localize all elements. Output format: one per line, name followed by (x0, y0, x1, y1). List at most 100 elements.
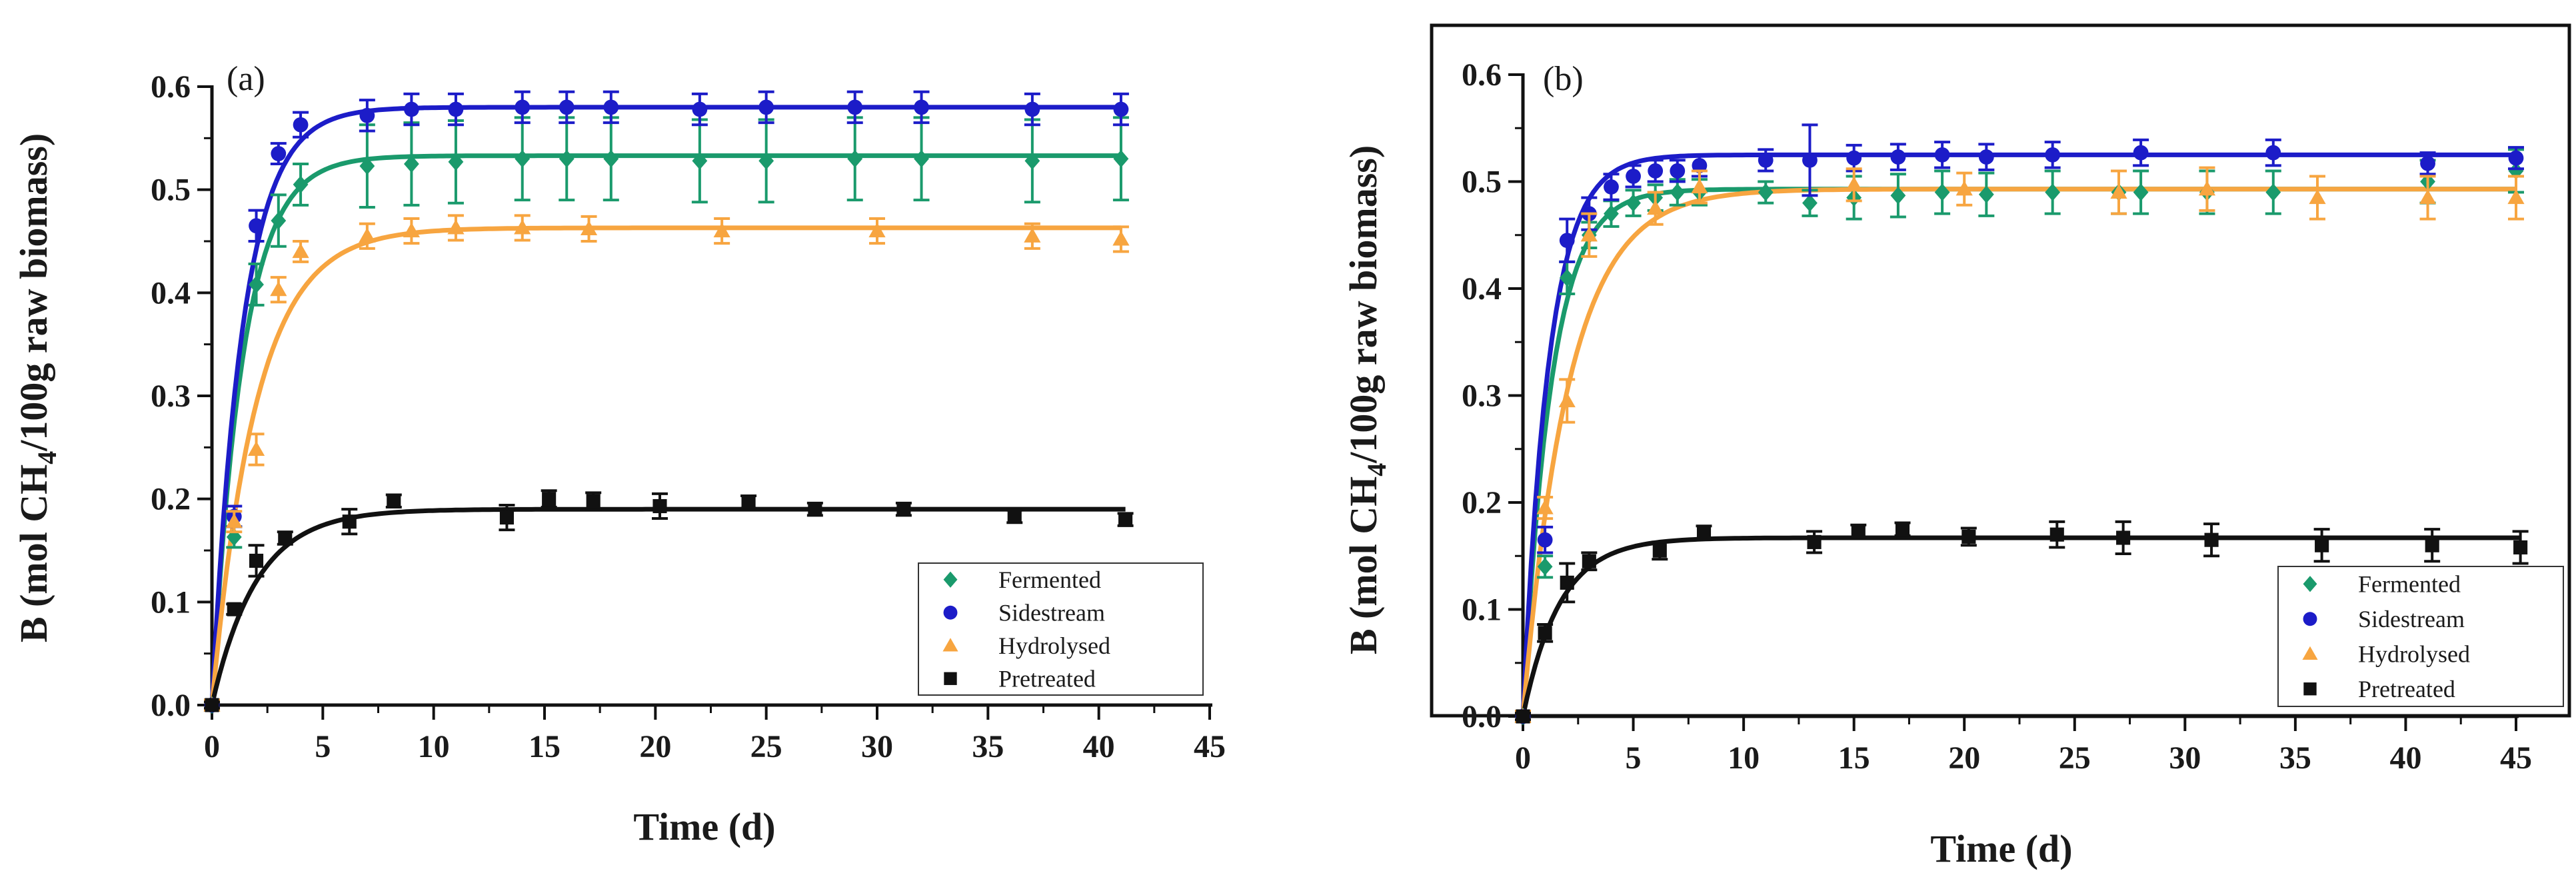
data-point (448, 101, 464, 117)
data-point (1648, 163, 1664, 179)
panel-a-axes: 0 5 10 15 20 25 30 35 40 45 0.0 0.1 0.2 0.3 0.4 0.5 0.6 (151, 69, 1226, 764)
data-point (227, 602, 241, 616)
panel-a-x-tick-label: 45 (1194, 729, 1226, 764)
data-point (514, 219, 531, 235)
panel-b-label: (b) (1543, 60, 1584, 98)
data-point (1113, 150, 1129, 168)
data-point (1758, 183, 1774, 201)
panel-a-x-tick-label: 0 (204, 729, 220, 764)
data-point (515, 99, 531, 115)
data-point (1626, 194, 1641, 212)
data-point (1113, 101, 1129, 117)
data-point (2049, 527, 2064, 542)
data-point (1652, 543, 1667, 558)
data-point (1692, 158, 1708, 173)
panel-b-legend-label-sidestream: Sidestream (2358, 606, 2465, 632)
data-point (580, 220, 598, 236)
data-point (1807, 534, 1822, 549)
data-point (758, 99, 774, 115)
data-point (271, 146, 287, 161)
panel-b-y-tick-label: 0.3 (1462, 379, 1502, 414)
panel-a-x-tick-label: 10 (418, 729, 450, 764)
panel-a-legend-marker-fermented (943, 571, 958, 588)
data-point (1691, 178, 1708, 194)
data-point (2116, 530, 2131, 545)
data-point (270, 281, 287, 297)
panel-a-legend-label-sidestream: Sidestream (998, 599, 1105, 626)
data-point (1890, 187, 1906, 205)
data-point (2315, 538, 2329, 552)
panel-a-legend-label-pretreated: Pretreated (998, 665, 1096, 692)
data-point (1846, 176, 1863, 191)
panel-b-legend-marker-fermented (2303, 576, 2317, 592)
data-point (2419, 189, 2437, 205)
panel-a-x-axis-title: Time (d) (633, 805, 775, 848)
panel-b-legend-marker-sidestream (2303, 612, 2317, 626)
data-point (359, 107, 375, 123)
data-point (293, 175, 309, 194)
data-point (1758, 153, 1774, 168)
panel-b-y-axis-title-sub: 4 (1362, 463, 1392, 476)
data-point (741, 494, 756, 509)
data-point (499, 510, 515, 525)
data-point (1516, 709, 1530, 724)
data-point (914, 150, 929, 168)
panel-a-legend-box (918, 562, 1204, 696)
data-point (1538, 626, 1552, 640)
data-point (603, 99, 619, 115)
panel-b-legend-label-hydrolysed: Hydrolysed (2358, 640, 2470, 667)
panel-b-x-tick-label: 35 (2279, 740, 2311, 776)
data-point (1961, 529, 1976, 544)
data-point (448, 153, 464, 171)
panel-b-series-pretreated (1515, 520, 2529, 724)
data-point (249, 218, 264, 234)
data-point (1626, 169, 1641, 184)
data-point (1978, 149, 1994, 165)
panel-a-legend-marker-pretreated (944, 672, 957, 685)
data-point (1024, 152, 1040, 170)
panel-b-legend-label-pretreated: Pretreated (2358, 676, 2455, 702)
panel-a-x-tick-label: 30 (861, 729, 893, 764)
panel-a-y-tick-label: 0.5 (151, 173, 191, 208)
panel-b-x-axis-title: Time (d) (1930, 827, 2072, 870)
data-point (515, 150, 531, 168)
panel-a-y-tick-label: 0.4 (151, 275, 191, 311)
panel-a-y-tick-label: 0.3 (151, 379, 191, 414)
data-point (847, 99, 863, 115)
data-point (1895, 522, 1910, 536)
panel-a-y-tick-label: 0.6 (151, 69, 191, 105)
panel-b-legend-box (2277, 566, 2564, 707)
panel-a-legend-label-fermented: Fermented (998, 566, 1101, 593)
data-point (542, 492, 557, 506)
panel-a-x-tick-label: 40 (1083, 729, 1115, 764)
data-point (404, 155, 419, 173)
data-point (603, 150, 619, 168)
data-point (1118, 512, 1133, 527)
data-point (808, 502, 822, 516)
data-point (1007, 509, 1022, 524)
data-point (1802, 194, 1818, 212)
panel-a-x-tick-label: 5 (315, 729, 331, 764)
panel-a-marks (203, 90, 1134, 714)
panel-a-legend-marker-sidestream (943, 605, 958, 620)
panel-a-y-axis-title-suffix: /100g raw biomass) (12, 133, 55, 452)
data-point (249, 553, 264, 568)
data-point (2045, 147, 2061, 163)
data-point (249, 275, 264, 294)
data-point (278, 530, 293, 545)
data-point (1647, 200, 1664, 215)
panel-b-x-tick-label: 45 (2500, 740, 2532, 776)
panel-b-y-axis-title: B (mol CH4/100g raw biomass) (1342, 145, 1392, 654)
panel-a-fit-line-hydrolysed (209, 225, 1121, 706)
panel-a-x-tick-label: 35 (972, 729, 1004, 764)
data-point (226, 528, 242, 546)
panel-a-series-hydrolysed (203, 214, 1130, 712)
data-point (2265, 183, 2281, 201)
data-point (868, 222, 886, 238)
data-point (1846, 150, 1862, 166)
data-point (1024, 227, 1041, 243)
data-point (847, 150, 863, 168)
data-point (586, 494, 601, 508)
panel-b-y-tick-label: 0.2 (1462, 485, 1502, 520)
data-point (1024, 101, 1040, 117)
